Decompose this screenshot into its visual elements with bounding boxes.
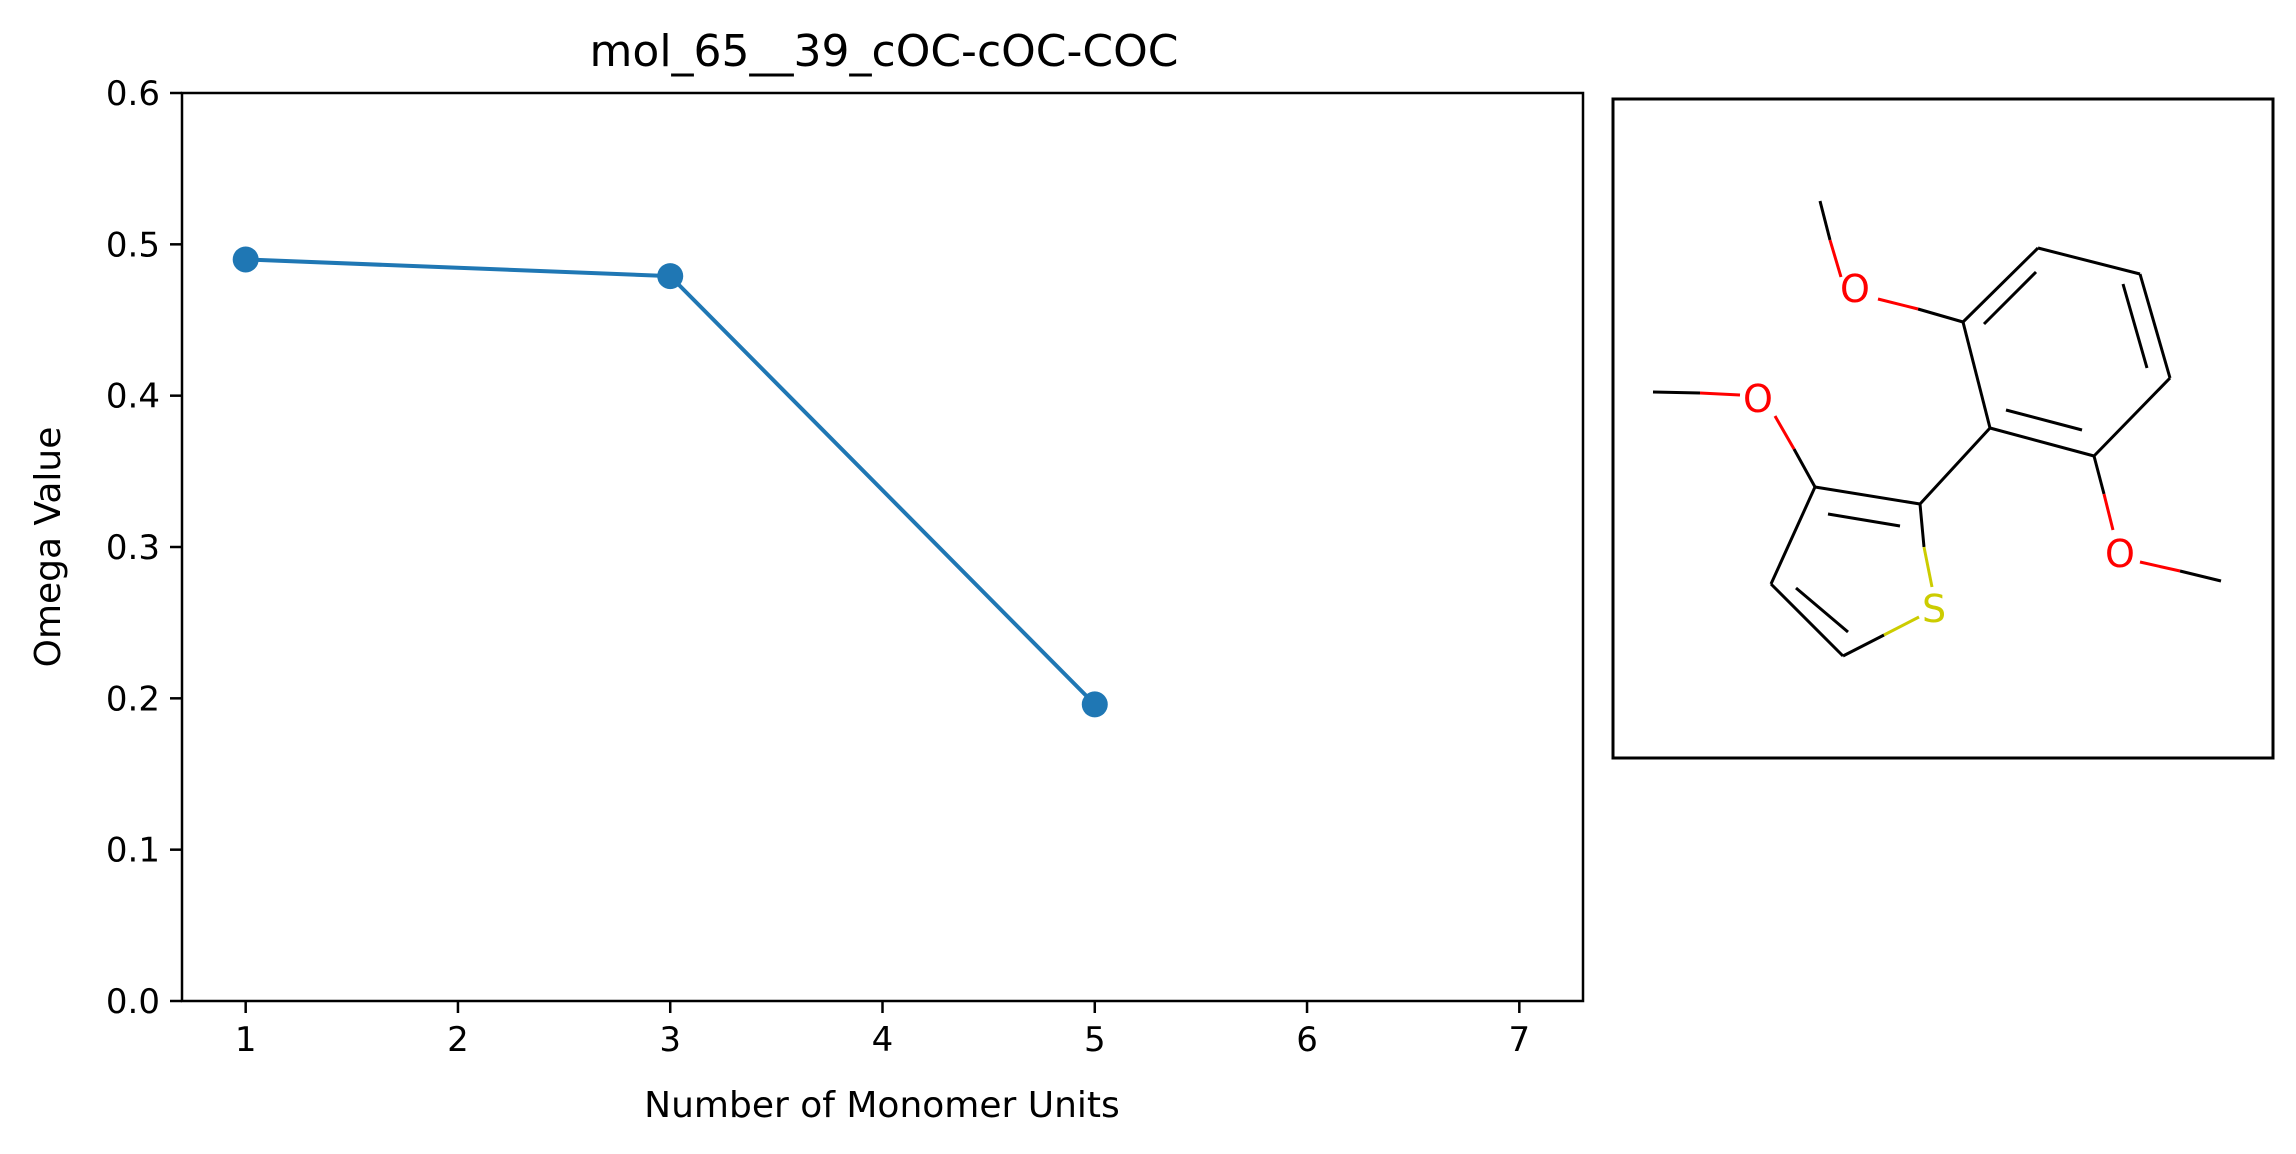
- y-tick-label: 0.1: [106, 831, 160, 871]
- data-point: [657, 263, 684, 290]
- data-point: [232, 246, 259, 273]
- molecule-frame: [1611, 97, 2275, 760]
- chart-title: mol_65__39_cOC-cOC-COC: [590, 26, 1179, 77]
- x-axis-label: Number of Monomer Units: [644, 1085, 1120, 1126]
- x-tick-label: 1: [235, 1020, 257, 1060]
- y-tick-label: 0.2: [106, 679, 160, 719]
- series-layer: [232, 246, 1108, 718]
- sulfur-label: S: [1922, 587, 1946, 631]
- x-tick-label: 2: [447, 1020, 469, 1060]
- x-tick-label: 5: [1084, 1020, 1106, 1060]
- y-tick-label: 0.4: [106, 377, 160, 417]
- benzene-ring: [1961, 246, 2172, 458]
- y-axis: 0.0 0.1 0.2 0.3 0.4 0.5 0.6: [106, 74, 182, 1022]
- thiophene-ring: [1769, 485, 1934, 658]
- line-chart: 1 2 3 4 5 6 7 0.0 0.1 0.2 0.3 0.4 0.5 0.6: [106, 74, 1585, 1060]
- x-tick-label: 4: [872, 1020, 894, 1060]
- oxygen-label: O: [2105, 532, 2135, 576]
- y-tick-label: 0.5: [106, 225, 160, 265]
- methoxy-bonds: [1652, 200, 2222, 583]
- y-axis-label: Omega Value: [28, 427, 69, 668]
- molecule-structure-image: O O O S: [1611, 97, 2275, 760]
- oxygen-label: O: [1840, 267, 1870, 311]
- y-tick-label: 0.0: [106, 982, 160, 1022]
- x-axis: 1 2 3 4 5 6 7: [235, 1001, 1530, 1060]
- y-tick-label: 0.3: [106, 528, 160, 568]
- biaryl-bond: [1918, 426, 1992, 506]
- x-tick-label: 6: [1296, 1020, 1318, 1060]
- y-tick-label: 0.6: [106, 74, 160, 114]
- x-tick-label: 3: [659, 1020, 681, 1060]
- x-tick-label: 7: [1508, 1020, 1530, 1060]
- oxygen-label: O: [1743, 377, 1773, 421]
- data-point: [1081, 691, 1108, 718]
